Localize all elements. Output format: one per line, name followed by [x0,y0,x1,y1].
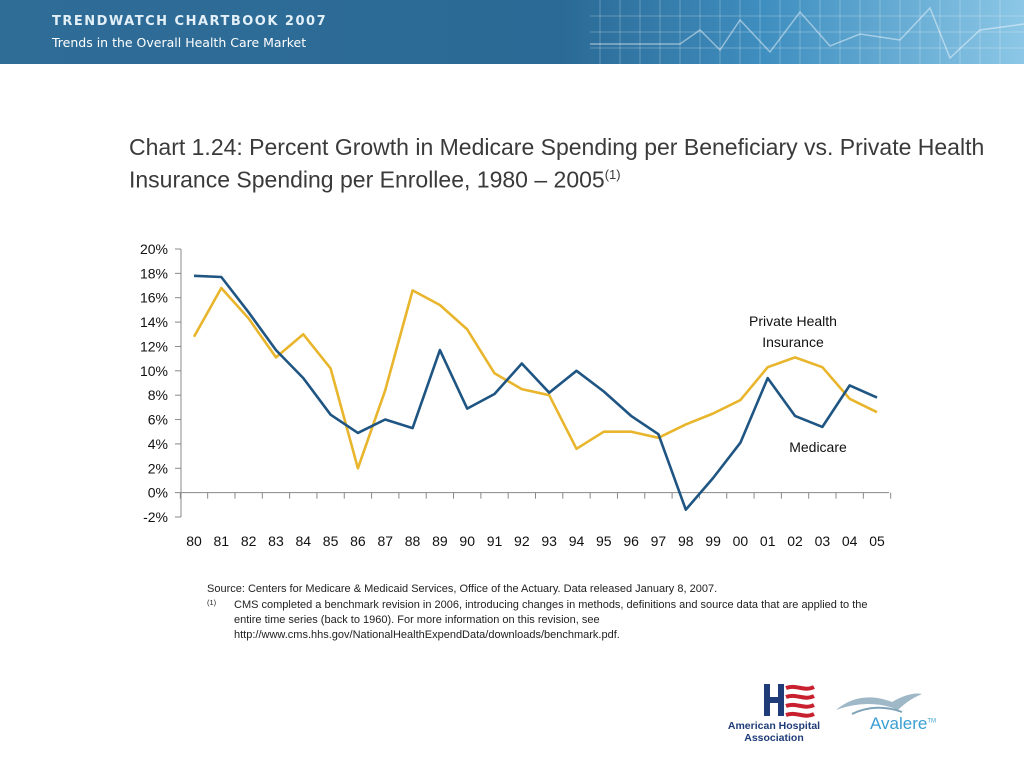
x-tick-label: 90 [459,533,475,549]
banner-subtitle: Trends in the Overall Health Care Market [52,35,307,50]
medicare-series-line [193,274,878,512]
x-tick-label: 99 [705,533,721,549]
x-tick-label: 98 [678,533,694,549]
aha-logo-text: American Hospital Association [727,720,821,744]
x-tick-label: 02 [787,533,803,549]
x-tick-label: 83 [268,533,284,549]
y-tick-label: 14% [140,314,168,330]
chart-axes: 20% 18% 16% 14% 12% 10% 8% 6% 4% 2% 0% -2% 80 81 82 83 8… [140,241,892,549]
chart-title-footnote-ref: (1) [604,167,621,182]
private-insurance-annotation-line1: Private Health [749,313,837,329]
x-tick-label: 89 [432,533,448,549]
x-tick-label: 97 [651,533,667,549]
x-tick-label: 82 [241,533,257,549]
footnote: (1) CMS completed a benchmark revision i… [207,598,887,643]
x-tick-label: 91 [487,533,503,549]
x-tick-label: 05 [869,533,885,549]
aha-h-flag-icon [764,684,815,718]
y-tick-label: 2% [148,460,168,476]
x-tick-label: 96 [623,533,639,549]
footnote-text: CMS completed a benchmark revision in 20… [234,599,868,641]
x-tick-label: 85 [323,533,339,549]
chart-title-text: Chart 1.24: Percent Growth in Medicare S… [129,134,985,193]
x-tick-label: 95 [596,533,612,549]
y-tick-label: -2% [143,509,168,525]
y-tick-label: 0% [148,485,168,501]
y-tick-label: 4% [148,436,168,452]
private-insurance-annotation-line2: Insurance [762,334,824,350]
header-banner: TRENDWATCH CHARTBOOK 2007 Trends in the … [0,0,1024,64]
y-tick-label: 12% [140,338,168,354]
x-tick-label: 93 [541,533,557,549]
banner-decoration [590,0,1024,64]
x-tick-label: 81 [214,533,230,549]
y-tick-label: 20% [140,241,168,257]
x-tick-label: 04 [842,533,858,549]
y-tick-label: 10% [140,363,168,379]
x-tick-label: 88 [405,533,421,549]
x-tick-label: 86 [350,533,366,549]
private-insurance-series-line [192,286,878,470]
x-tick-label: 01 [760,533,776,549]
y-tick-label: 18% [140,265,168,281]
footnote-marker: (1) [207,598,217,607]
banner-title: TRENDWATCH CHARTBOOK 2007 [52,14,328,29]
x-tick-label: 00 [733,533,749,549]
x-tick-label: 87 [377,533,393,549]
y-tick-label: 6% [148,412,168,428]
x-tick-label: 92 [514,533,530,549]
avalere-wing-icon [836,693,922,715]
avalere-logo-text: AvalereTM [870,714,937,733]
y-tick-label: 8% [148,387,168,403]
source-text: Source: Centers for Medicare & Medicaid … [207,583,718,595]
medicare-annotation: Medicare [789,439,847,455]
chart-series [192,274,878,512]
x-tick-label: 80 [186,533,202,549]
x-tick-label: 03 [815,533,831,549]
chart-title: Chart 1.24: Percent Growth in Medicare S… [129,134,989,194]
y-tick-label: 16% [140,290,168,306]
x-tick-label: 94 [569,533,585,549]
x-tick-label: 84 [295,533,311,549]
aha-logo: American Hospital Association [718,682,830,746]
avalere-logo: AvalereTM [832,688,952,744]
source-notes: Source: Centers for Medicare & Medicaid … [207,582,887,643]
